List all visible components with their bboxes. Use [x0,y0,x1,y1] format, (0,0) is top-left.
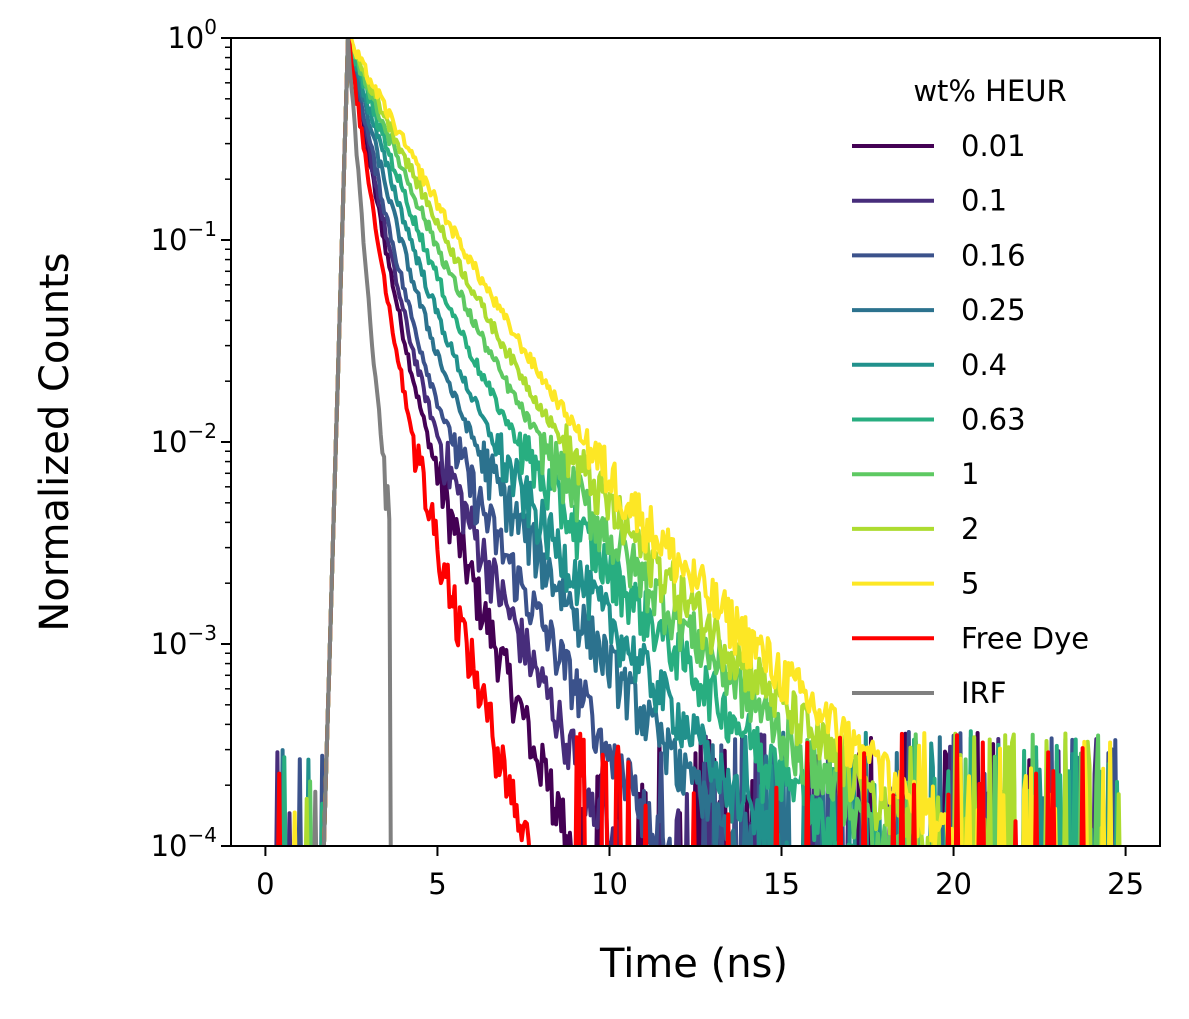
x-tick-label: 10 [591,867,628,901]
y-tick-label: 10−1 [151,217,217,257]
x-tick-label: 0 [256,867,274,901]
legend-label: 2 [961,512,979,546]
series-line-0-16 [296,38,1119,846]
legend-label: IRF [961,676,1006,710]
legend-label: 0.25 [961,293,1026,327]
y-tick-exponent: −3 [188,621,217,645]
y-tick-base: 10 [151,829,188,863]
y-tick-base: 10 [151,627,188,661]
series-line-1 [276,38,1114,846]
series-layer [274,38,1122,846]
x-tick-label: 15 [763,867,800,901]
legend-label: 0.4 [961,348,1007,382]
series-line-0-25 [279,38,1112,846]
legend-title: wt% HEUR [913,74,1066,108]
series-line-0-4 [305,38,1112,846]
x-axis-ticks: 0 5 10 15 20 25 [256,846,1144,901]
legend-label: 0.01 [961,129,1026,163]
y-tick-base: 10 [167,21,204,55]
legend-label: Free Dye [961,621,1089,655]
legend-label: 0.63 [961,403,1026,437]
y-tick-exponent: −2 [188,419,217,443]
x-axis-label: Time (ns) [599,941,788,987]
series-line-0-63 [281,38,1120,846]
legend-label: 0.1 [961,184,1007,218]
y-tick-label: 10−4 [151,823,217,863]
legend-label: 1 [961,457,979,491]
y-tick-label: 10−2 [151,419,217,459]
legend-label: 5 [961,567,979,601]
y-tick-base: 10 [151,223,188,257]
legend: wt% HEUR 0.01 0.1 0.16 0.25 0.4 0.63 1 2 5 Free D… [852,74,1089,710]
y-axis-label: Normalized Counts [32,252,78,631]
y-tick-label: 10−3 [151,621,217,661]
y-tick-exponent: −4 [188,823,217,847]
legend-label: 0.16 [961,238,1026,272]
series-line-2 [303,38,1122,846]
series-line-0-1 [274,38,1119,846]
y-tick-exponent: 0 [204,15,217,39]
y-tick-exponent: −1 [188,217,217,241]
series-line-free-dye [276,38,1086,846]
x-tick-label: 5 [428,867,446,901]
y-tick-base: 10 [151,425,188,459]
y-tick-label: 100 [167,15,217,55]
x-tick-label: 20 [935,867,972,901]
x-tick-label: 25 [1107,867,1144,901]
series-line-5 [292,38,1114,846]
series-line-0-01 [321,38,1074,846]
